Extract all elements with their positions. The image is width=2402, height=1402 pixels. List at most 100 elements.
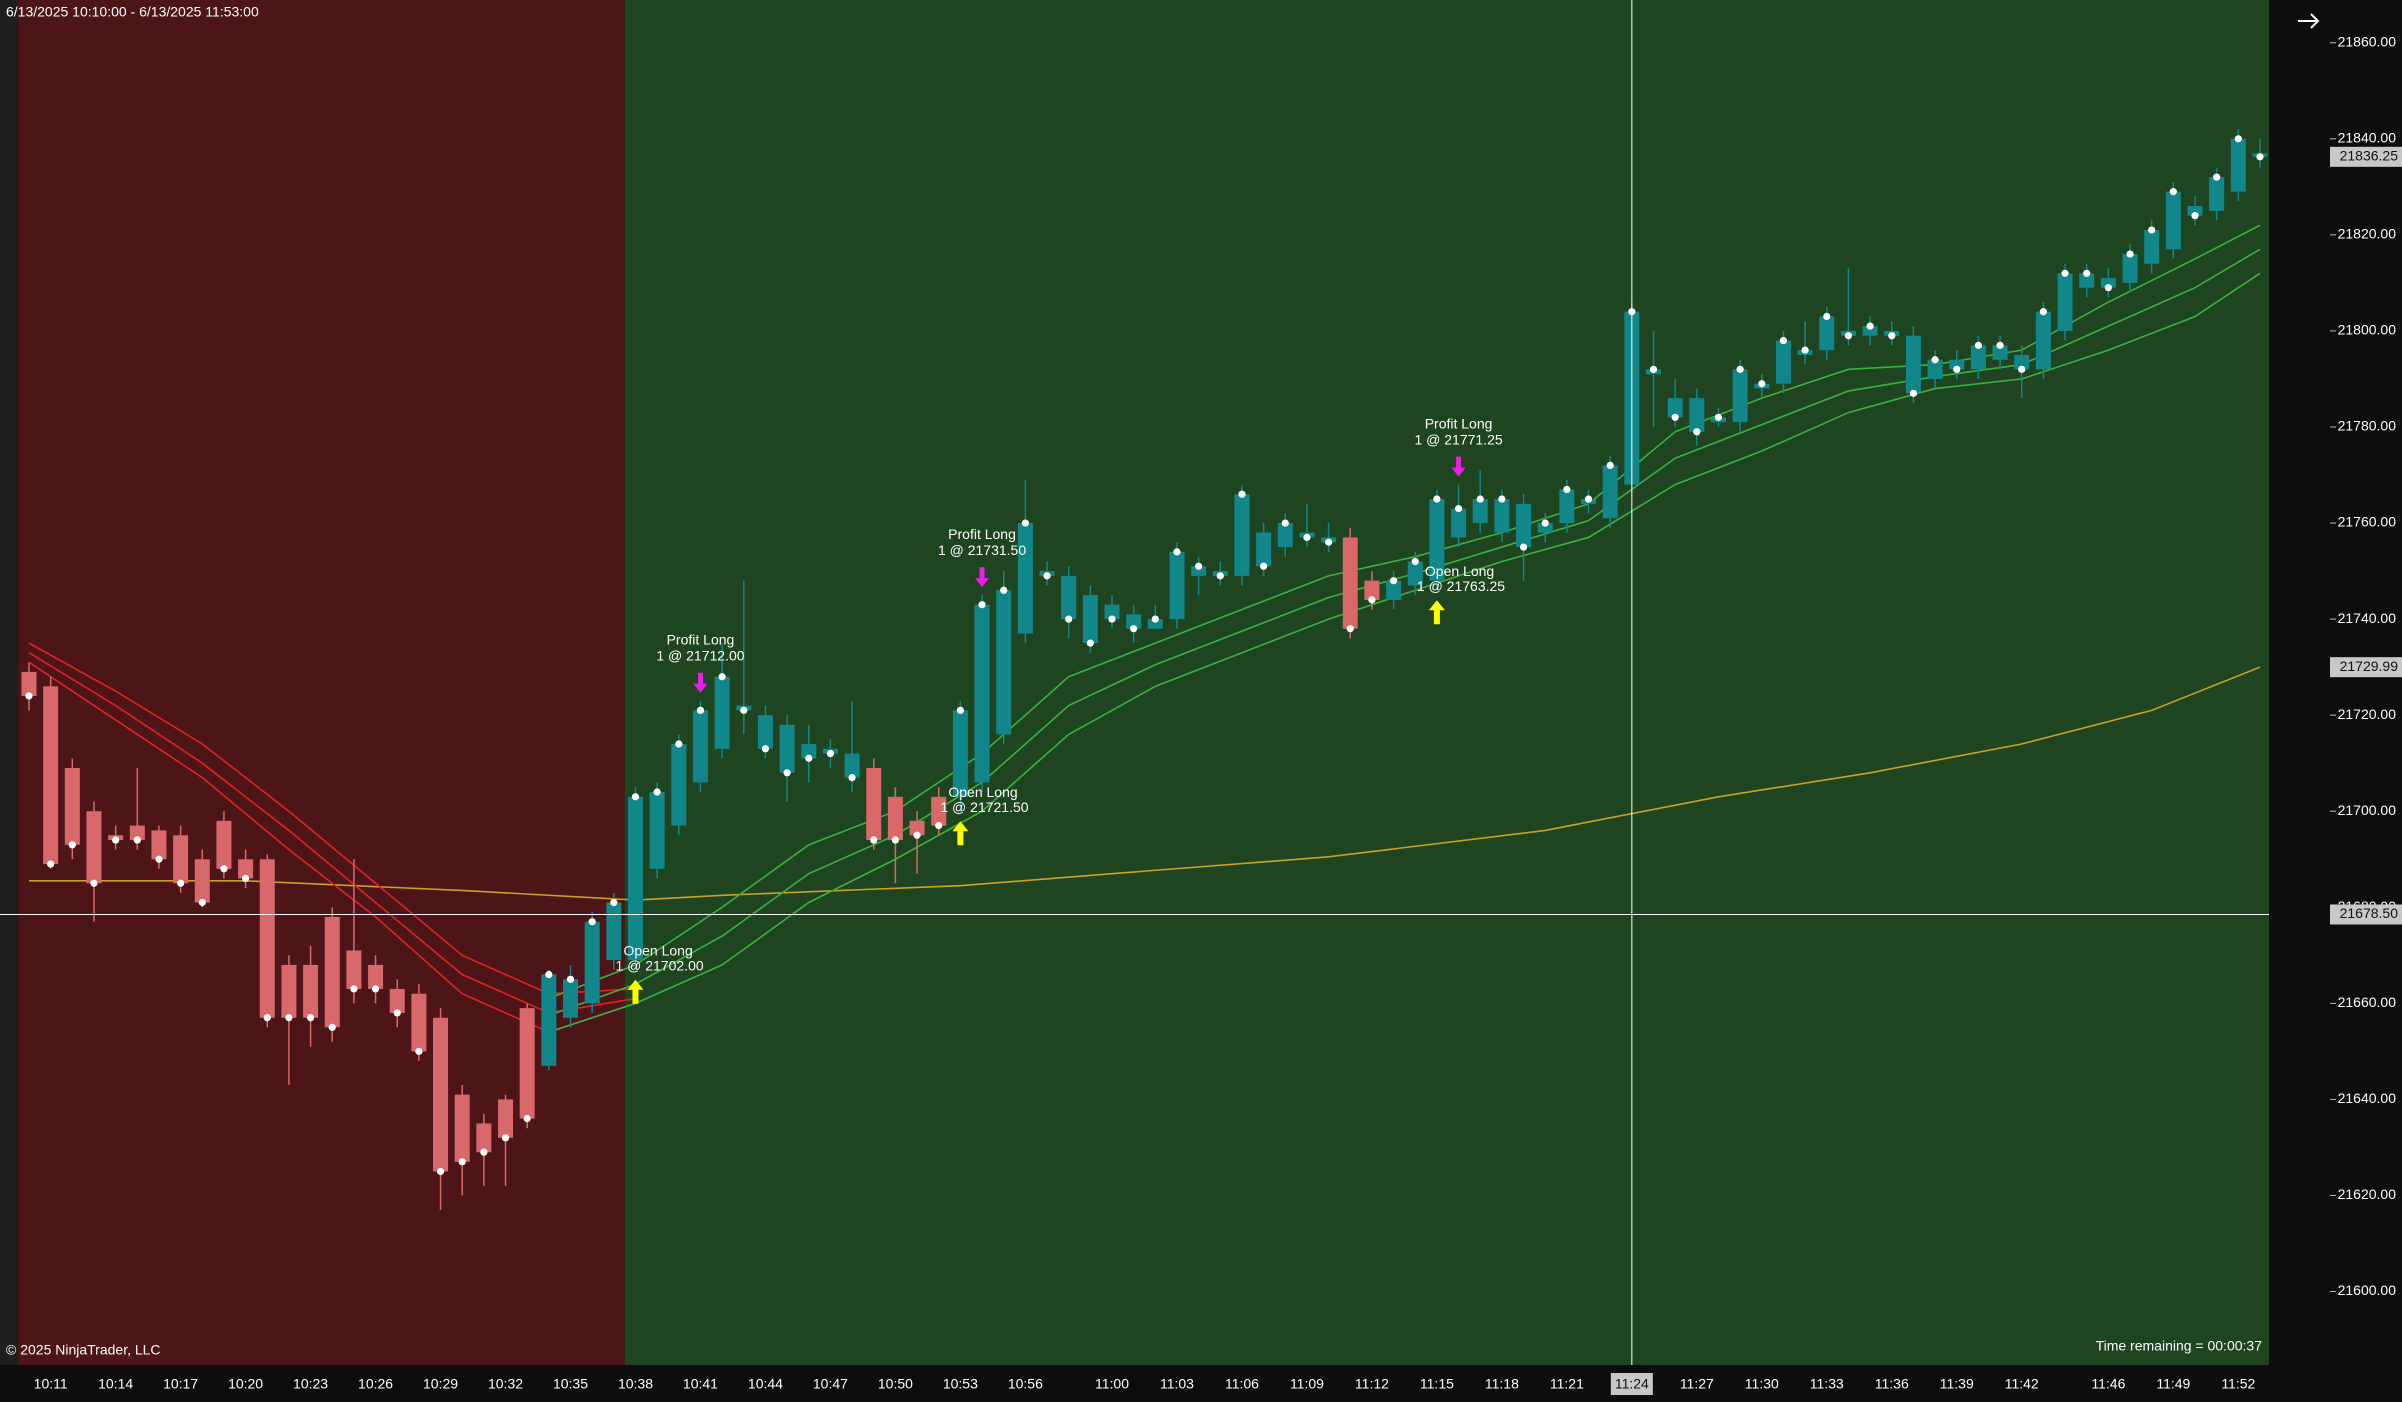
close-dot: [90, 879, 98, 887]
close-dot: [198, 898, 206, 907]
price-tag-label: 21836.25: [2340, 148, 2399, 164]
candle-body: [454, 1094, 470, 1162]
close-dot: [826, 749, 835, 758]
close-dot: [1043, 572, 1051, 580]
x-tick-label: 10:29: [423, 1376, 458, 1392]
close-dot: [393, 1009, 401, 1017]
close-dot: [1216, 572, 1224, 580]
price-tag: [2330, 657, 2402, 678]
candle-body: [368, 964, 384, 989]
candle-body: [584, 921, 600, 1004]
trade-arrow: [627, 979, 644, 1004]
close-dot: [588, 918, 596, 926]
candle-body: [1017, 523, 1033, 634]
candle-body: [43, 686, 59, 865]
trade-label: Profit Long: [1425, 415, 1493, 431]
close-dot: [68, 841, 76, 849]
close-dot: [675, 740, 683, 748]
close-dot: [47, 860, 55, 868]
close-dot: [1389, 577, 1398, 585]
status: Time remaining = 00:00:37: [2096, 1338, 2263, 1354]
trade-label: Open Long: [1425, 563, 1494, 579]
x-tick-label: 11:06: [1225, 1376, 1259, 1392]
close-dot: [1888, 332, 1896, 340]
candle-body: [1537, 523, 1553, 533]
candle-body: [1494, 499, 1510, 533]
trade-detail: 1 @ 21721.50: [940, 799, 1028, 815]
moving-average: [28, 652, 636, 1014]
chart-title: 6/13/2025 10:10:00 - 6/13/2025 11:53:00: [6, 4, 259, 20]
close-dot: [631, 793, 640, 801]
close-dot: [458, 1158, 466, 1166]
candle-body: [887, 796, 903, 841]
close-dot: [978, 601, 986, 609]
candle-body: [952, 710, 968, 797]
close-dot: [1498, 495, 1506, 503]
close-dot: [2169, 188, 2177, 196]
candle-body: [1256, 532, 1272, 567]
candle-body: [1667, 398, 1683, 418]
regions: [18, 0, 2269, 1365]
candle-body: [1234, 494, 1250, 576]
candle-body: [2144, 230, 2160, 264]
candle-body: [844, 753, 860, 778]
candle-body: [2122, 254, 2138, 283]
close-dot: [1130, 625, 1138, 633]
candle-body: [1689, 398, 1705, 432]
y-tick-label: 21640.00: [2338, 1090, 2397, 1106]
x-tick-label: 10:32: [488, 1376, 523, 1392]
close-dot: [1606, 461, 1614, 470]
candle-body: [2187, 206, 2203, 216]
candle-body: [1819, 316, 1835, 351]
x-tick-label: 10:20: [228, 1376, 263, 1392]
x-tick-label: 10:44: [748, 1376, 783, 1392]
x-tick-label: 11:39: [1940, 1376, 1974, 1392]
candle-body: [1429, 499, 1445, 581]
candle-body: [2209, 177, 2225, 211]
close-dot: [696, 706, 705, 714]
x-tick-label: 10:14: [98, 1376, 133, 1392]
close-dot: [870, 836, 878, 844]
close-dot: [263, 1014, 271, 1022]
x-tick-label: 10:38: [618, 1376, 653, 1392]
close-dot: [133, 836, 141, 844]
close-dot: [1021, 519, 1029, 527]
close-dot: [566, 975, 575, 983]
y-tick-label: 21660.00: [2338, 994, 2397, 1010]
x-tick-label: 11:52: [2221, 1376, 2255, 1392]
close-dot: [436, 1167, 445, 1176]
trade-detail: 1 @ 21702.00: [615, 957, 703, 973]
trade-arrow: [1428, 600, 1445, 625]
x-tick-label: 10:53: [943, 1376, 978, 1392]
candle-body: [1905, 335, 1921, 394]
candle-body: [1862, 326, 1878, 336]
close-arrow-icon[interactable]: [2298, 13, 2320, 29]
y-tick-label: 21820.00: [2338, 226, 2397, 242]
close-dot: [480, 1148, 488, 1156]
candle-body: [1732, 369, 1748, 423]
close-dot: [1736, 365, 1744, 373]
candle-body: [931, 796, 947, 826]
close-dot: [1758, 380, 1766, 388]
candle-body: [2079, 273, 2095, 288]
x-tick-label: 11:27: [1680, 1376, 1714, 1392]
candle-body: [1970, 345, 1986, 370]
close-dot: [718, 673, 726, 681]
close-dot: [177, 879, 185, 887]
close-dot: [1909, 389, 1918, 397]
close-dot: [501, 1134, 510, 1142]
candle-body: [606, 902, 622, 961]
candle-body: [129, 825, 145, 841]
close-dot: [1823, 312, 1831, 321]
y-tick-label: 21720.00: [2338, 706, 2397, 722]
close-dot: [1844, 332, 1853, 340]
candle-body: [1169, 551, 1185, 620]
candle-body: [1992, 345, 2008, 360]
moving-average: [29, 666, 2261, 901]
candle-body: [627, 796, 643, 961]
close-dot: [306, 1014, 315, 1022]
candle-body: [389, 988, 405, 1013]
candle-body: [866, 767, 882, 841]
candle-body: [64, 767, 80, 845]
x-tick-label: 10:17: [163, 1376, 198, 1392]
